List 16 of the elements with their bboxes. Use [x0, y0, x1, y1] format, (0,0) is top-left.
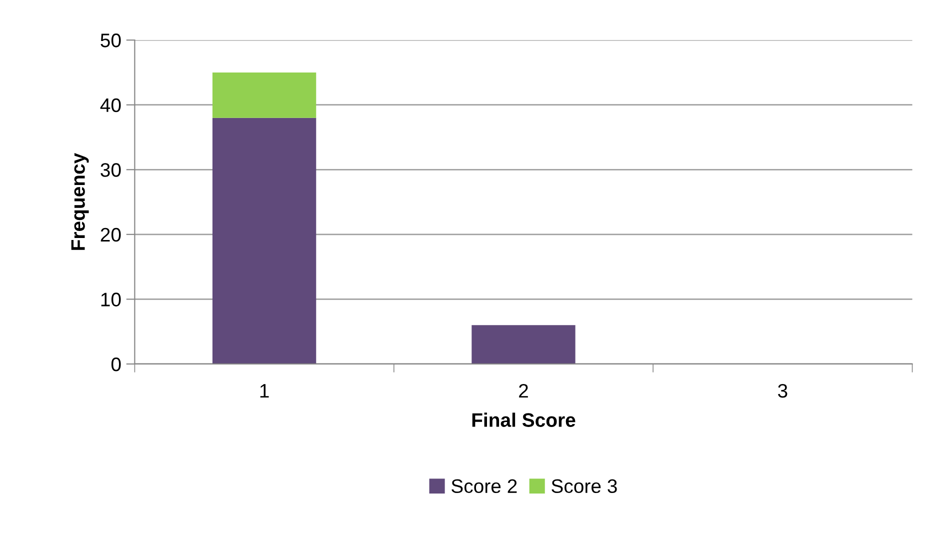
bar [212, 72, 316, 118]
legend-label: Score 2 [452, 479, 517, 494]
x-axis-title: Final Score [472, 412, 576, 427]
y-tick-label: 0 [111, 357, 121, 372]
x-tick-label: 1 [260, 384, 269, 398]
legend-label: Score 3 [552, 479, 617, 494]
y-tick-label: 30 [100, 163, 121, 177]
y-tick-label: 50 [100, 34, 121, 48]
y-tick-label: 20 [100, 228, 121, 242]
x-tick-label: 3 [778, 384, 788, 398]
y-tick-label: 10 [101, 292, 121, 306]
x-tick-label: 2 [519, 384, 528, 398]
bar [212, 118, 316, 364]
y-tick-label: 40 [100, 98, 121, 112]
bar [472, 325, 576, 364]
y-axis-title: Frequency [71, 152, 89, 250]
